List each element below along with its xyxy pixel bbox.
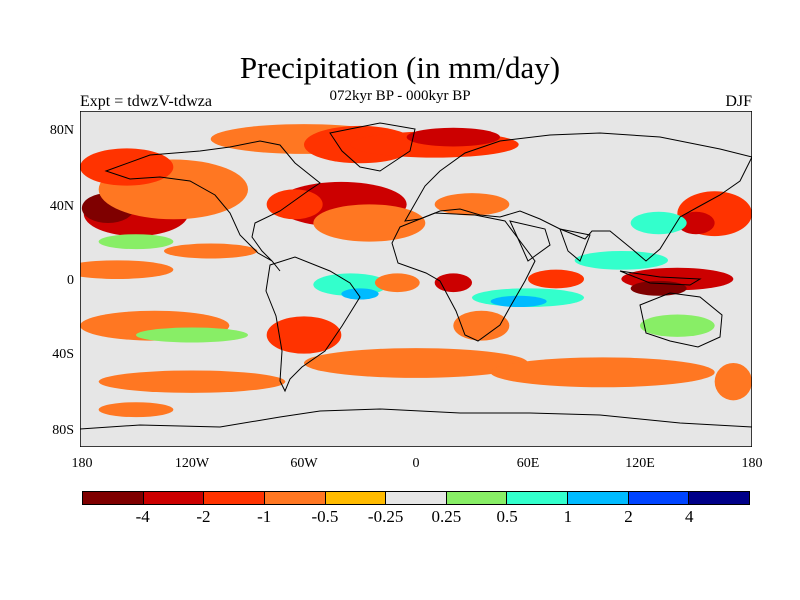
coastline-europe-asia xyxy=(404,132,752,262)
colorbar-box-0 xyxy=(83,492,144,504)
field-region-36 xyxy=(98,402,174,418)
coastline-australia xyxy=(639,292,723,348)
field-region-7 xyxy=(406,127,501,147)
colorbar-label: -2 xyxy=(196,507,211,526)
lon-tick-60w: 60W xyxy=(290,456,318,471)
lon-tick-0: 0 xyxy=(412,456,420,471)
field-region-12 xyxy=(80,260,174,279)
precipitation-map xyxy=(80,111,752,447)
colorbar-box-4 xyxy=(325,492,387,504)
colorbar-label: 0.25 xyxy=(431,507,462,526)
field-region-28 xyxy=(630,211,687,235)
field-region-17 xyxy=(374,273,420,293)
lat-tick-40n: 40N xyxy=(49,199,74,214)
field-region-14 xyxy=(164,243,258,259)
lon-tick-60e: 60E xyxy=(516,456,540,471)
coastline-greenland xyxy=(329,122,416,172)
lon-tick-120e: 120E xyxy=(625,456,655,471)
coastline-africa xyxy=(391,212,536,342)
colorbar-box-6 xyxy=(446,492,508,504)
colorbar-box-10 xyxy=(689,492,750,504)
chart-title: Precipitation (in mm/day) xyxy=(239,50,561,85)
colorbar-label: -0.25 xyxy=(367,507,404,526)
colorbar xyxy=(82,491,750,505)
lon-tick-180w: 180 xyxy=(71,456,93,471)
season-label: DJF xyxy=(725,93,752,110)
coastline-south-america xyxy=(265,256,361,393)
field-region-32 xyxy=(266,316,342,354)
colorbar-box-5 xyxy=(386,492,447,504)
lat-tick-0: 0 xyxy=(67,273,74,288)
colorbar-label: 4 xyxy=(685,507,694,526)
field-region-20 xyxy=(490,295,547,307)
coastline-india xyxy=(559,228,591,262)
field-region-9 xyxy=(313,204,426,242)
field-region-22 xyxy=(453,310,510,341)
field-region-21 xyxy=(528,269,584,289)
colorbar-label: 0.5 xyxy=(496,507,518,526)
coastline-arabia xyxy=(509,220,551,262)
field-region-33 xyxy=(304,348,528,378)
field-region-29 xyxy=(640,314,715,337)
colorbar-label: -1 xyxy=(257,507,272,526)
colorbar-label: -4 xyxy=(135,507,150,526)
field-region-37 xyxy=(714,363,752,401)
colorbar-box-3 xyxy=(264,492,326,504)
coastline-north-america xyxy=(104,140,321,272)
field-region-3 xyxy=(80,148,174,186)
chart-subtitle: 072kyr BP - 000kyr BP xyxy=(329,88,471,104)
experiment-label: Expt = tdwzV-tdwza xyxy=(80,93,212,110)
colorbar-box-9 xyxy=(628,492,690,504)
field-region-35 xyxy=(98,370,286,393)
field-region-13 xyxy=(98,234,174,250)
lat-tick-80s: 80S xyxy=(52,423,74,438)
lat-tick-80n: 80N xyxy=(49,123,74,138)
colorbar-box-1 xyxy=(143,492,205,504)
field-region-27 xyxy=(677,211,715,235)
colorbar-box-2 xyxy=(204,492,265,504)
field-region-16 xyxy=(341,288,379,300)
colorbar-label: 1 xyxy=(563,507,573,526)
coastline-indonesia xyxy=(619,270,702,286)
colorbar-label: -0.5 xyxy=(311,507,339,526)
lon-tick-120w: 120W xyxy=(174,456,210,471)
field-region-23 xyxy=(574,251,668,270)
coastline-antarctica xyxy=(80,408,752,430)
field-region-18 xyxy=(434,273,473,293)
lat-tick-40s: 40S xyxy=(52,347,74,362)
colorbar-box-7 xyxy=(507,492,569,504)
colorbar-box-8 xyxy=(568,492,629,504)
lon-tick-180e: 180 xyxy=(741,456,763,471)
colorbar-label: 2 xyxy=(624,507,633,526)
field-region-10 xyxy=(266,189,323,220)
field-region-34 xyxy=(490,357,715,388)
field-region-31 xyxy=(136,327,248,343)
